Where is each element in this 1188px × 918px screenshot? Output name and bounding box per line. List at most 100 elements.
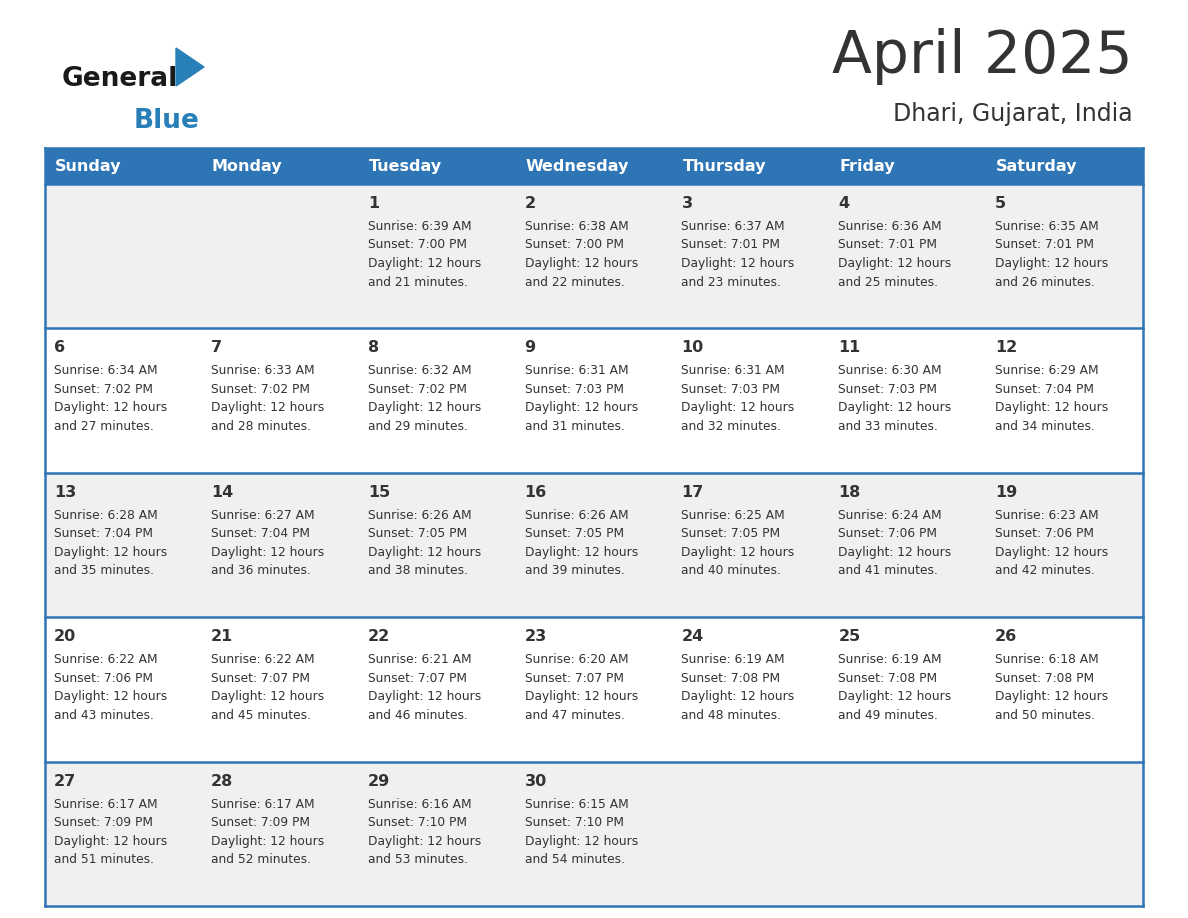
Text: 10: 10: [682, 341, 703, 355]
Text: Daylight: 12 hours: Daylight: 12 hours: [996, 690, 1108, 703]
Text: Daylight: 12 hours: Daylight: 12 hours: [682, 546, 795, 559]
Text: and 35 minutes.: and 35 minutes.: [53, 565, 154, 577]
Text: 8: 8: [368, 341, 379, 355]
Text: 2: 2: [525, 196, 536, 211]
Text: and 25 minutes.: and 25 minutes.: [839, 275, 939, 288]
Text: Daylight: 12 hours: Daylight: 12 hours: [839, 690, 952, 703]
Text: and 52 minutes.: and 52 minutes.: [210, 853, 311, 866]
Text: 25: 25: [839, 629, 860, 644]
Text: Sunday: Sunday: [55, 159, 121, 174]
Text: Daylight: 12 hours: Daylight: 12 hours: [996, 257, 1108, 270]
Text: Sunset: 7:08 PM: Sunset: 7:08 PM: [839, 672, 937, 685]
Text: 18: 18: [839, 485, 860, 499]
Text: Sunset: 7:02 PM: Sunset: 7:02 PM: [53, 383, 153, 396]
Text: 23: 23: [525, 629, 546, 644]
Text: Wednesday: Wednesday: [525, 159, 628, 174]
Text: Daylight: 12 hours: Daylight: 12 hours: [525, 690, 638, 703]
Text: Sunrise: 6:27 AM: Sunrise: 6:27 AM: [210, 509, 315, 521]
Text: Sunrise: 6:34 AM: Sunrise: 6:34 AM: [53, 364, 158, 377]
Text: Daylight: 12 hours: Daylight: 12 hours: [368, 546, 481, 559]
Text: 19: 19: [996, 485, 1017, 499]
Text: 5: 5: [996, 196, 1006, 211]
Text: Sunrise: 6:39 AM: Sunrise: 6:39 AM: [368, 220, 472, 233]
Text: and 46 minutes.: and 46 minutes.: [368, 709, 468, 722]
Text: Daylight: 12 hours: Daylight: 12 hours: [682, 257, 795, 270]
Text: Sunset: 7:08 PM: Sunset: 7:08 PM: [996, 672, 1094, 685]
Text: Sunset: 7:06 PM: Sunset: 7:06 PM: [53, 672, 153, 685]
Polygon shape: [176, 48, 204, 86]
Polygon shape: [45, 762, 1143, 906]
Text: Friday: Friday: [839, 159, 895, 174]
Text: Sunrise: 6:15 AM: Sunrise: 6:15 AM: [525, 798, 628, 811]
Text: Sunset: 7:05 PM: Sunset: 7:05 PM: [368, 527, 467, 541]
Text: 1: 1: [368, 196, 379, 211]
Text: Sunset: 7:06 PM: Sunset: 7:06 PM: [996, 527, 1094, 541]
Text: Sunrise: 6:26 AM: Sunrise: 6:26 AM: [368, 509, 472, 521]
Text: Sunset: 7:05 PM: Sunset: 7:05 PM: [525, 527, 624, 541]
Text: Daylight: 12 hours: Daylight: 12 hours: [368, 690, 481, 703]
Text: Sunrise: 6:26 AM: Sunrise: 6:26 AM: [525, 509, 628, 521]
Text: Sunrise: 6:36 AM: Sunrise: 6:36 AM: [839, 220, 942, 233]
Text: and 45 minutes.: and 45 minutes.: [210, 709, 311, 722]
Text: Sunset: 7:00 PM: Sunset: 7:00 PM: [525, 239, 624, 252]
Text: and 26 minutes.: and 26 minutes.: [996, 275, 1095, 288]
Text: Monday: Monday: [211, 159, 283, 174]
Text: Sunrise: 6:38 AM: Sunrise: 6:38 AM: [525, 220, 628, 233]
Text: Daylight: 12 hours: Daylight: 12 hours: [210, 546, 324, 559]
Text: 3: 3: [682, 196, 693, 211]
Text: and 39 minutes.: and 39 minutes.: [525, 565, 625, 577]
Text: Sunset: 7:07 PM: Sunset: 7:07 PM: [368, 672, 467, 685]
Text: Sunrise: 6:37 AM: Sunrise: 6:37 AM: [682, 220, 785, 233]
Text: 12: 12: [996, 341, 1017, 355]
Text: Sunrise: 6:18 AM: Sunrise: 6:18 AM: [996, 654, 1099, 666]
Text: Daylight: 12 hours: Daylight: 12 hours: [525, 401, 638, 414]
Text: Sunrise: 6:23 AM: Sunrise: 6:23 AM: [996, 509, 1099, 521]
Text: and 33 minutes.: and 33 minutes.: [839, 420, 939, 433]
Text: April 2025: April 2025: [833, 28, 1133, 85]
Text: 28: 28: [210, 774, 233, 789]
Text: Daylight: 12 hours: Daylight: 12 hours: [53, 690, 168, 703]
Text: and 54 minutes.: and 54 minutes.: [525, 853, 625, 866]
Text: Sunset: 7:03 PM: Sunset: 7:03 PM: [682, 383, 781, 396]
Text: Sunrise: 6:28 AM: Sunrise: 6:28 AM: [53, 509, 158, 521]
Text: 4: 4: [839, 196, 849, 211]
Text: Sunset: 7:07 PM: Sunset: 7:07 PM: [525, 672, 624, 685]
Text: Daylight: 12 hours: Daylight: 12 hours: [368, 257, 481, 270]
Text: and 34 minutes.: and 34 minutes.: [996, 420, 1095, 433]
Text: 9: 9: [525, 341, 536, 355]
Text: Sunset: 7:10 PM: Sunset: 7:10 PM: [525, 816, 624, 829]
Text: 26: 26: [996, 629, 1017, 644]
Text: and 50 minutes.: and 50 minutes.: [996, 709, 1095, 722]
Text: 15: 15: [368, 485, 390, 499]
Text: Daylight: 12 hours: Daylight: 12 hours: [525, 834, 638, 847]
Text: 20: 20: [53, 629, 76, 644]
Text: Daylight: 12 hours: Daylight: 12 hours: [368, 834, 481, 847]
Text: Daylight: 12 hours: Daylight: 12 hours: [368, 401, 481, 414]
Text: Tuesday: Tuesday: [368, 159, 442, 174]
Text: Sunrise: 6:16 AM: Sunrise: 6:16 AM: [368, 798, 472, 811]
Text: and 28 minutes.: and 28 minutes.: [210, 420, 311, 433]
Text: Sunset: 7:10 PM: Sunset: 7:10 PM: [368, 816, 467, 829]
Text: Daylight: 12 hours: Daylight: 12 hours: [525, 546, 638, 559]
Text: and 21 minutes.: and 21 minutes.: [368, 275, 468, 288]
Text: 11: 11: [839, 341, 860, 355]
Text: Sunset: 7:04 PM: Sunset: 7:04 PM: [53, 527, 153, 541]
Text: Daylight: 12 hours: Daylight: 12 hours: [996, 401, 1108, 414]
Text: Sunset: 7:02 PM: Sunset: 7:02 PM: [210, 383, 310, 396]
Text: Daylight: 12 hours: Daylight: 12 hours: [839, 257, 952, 270]
Text: Sunrise: 6:19 AM: Sunrise: 6:19 AM: [839, 654, 942, 666]
Text: Sunrise: 6:24 AM: Sunrise: 6:24 AM: [839, 509, 942, 521]
Text: Sunset: 7:00 PM: Sunset: 7:00 PM: [368, 239, 467, 252]
Text: Sunrise: 6:17 AM: Sunrise: 6:17 AM: [210, 798, 315, 811]
Polygon shape: [45, 473, 1143, 617]
Text: and 22 minutes.: and 22 minutes.: [525, 275, 625, 288]
Text: Sunrise: 6:30 AM: Sunrise: 6:30 AM: [839, 364, 942, 377]
Text: 24: 24: [682, 629, 703, 644]
Text: Dhari, Gujarat, India: Dhari, Gujarat, India: [893, 102, 1133, 126]
Text: Sunset: 7:03 PM: Sunset: 7:03 PM: [525, 383, 624, 396]
Text: 22: 22: [368, 629, 390, 644]
Text: Sunrise: 6:22 AM: Sunrise: 6:22 AM: [210, 654, 315, 666]
Text: 7: 7: [210, 341, 222, 355]
Text: Sunset: 7:04 PM: Sunset: 7:04 PM: [996, 383, 1094, 396]
Text: Sunrise: 6:22 AM: Sunrise: 6:22 AM: [53, 654, 158, 666]
